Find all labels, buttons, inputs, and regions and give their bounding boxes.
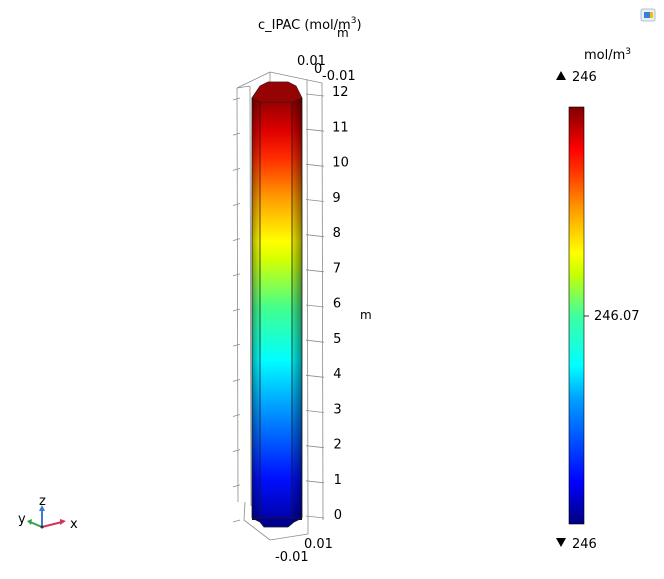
top-tick-c: -0.01 — [322, 69, 356, 84]
grid-tick — [305, 374, 325, 378]
grid-edge — [321, 82, 324, 521]
z-tick-label: 5 — [333, 332, 341, 347]
grid-tick — [305, 410, 325, 413]
z-tick-label: 8 — [333, 226, 341, 241]
bottom-tick-b: 0.01 — [304, 537, 333, 552]
grid-tick — [232, 273, 241, 277]
colorbar-max-label: 246 — [572, 70, 597, 85]
z-tick-label: 10 — [332, 156, 349, 171]
grid-tick — [232, 167, 241, 171]
grid-tick — [305, 269, 325, 273]
axis-unit-top: m — [337, 26, 349, 40]
grid-tick — [232, 238, 241, 242]
grid-tick — [232, 203, 241, 206]
colorbar-mid-label: 246.07 — [594, 309, 640, 324]
z-tick-label: 9 — [332, 191, 340, 206]
grid-tick — [232, 484, 241, 488]
grid-tick — [232, 343, 241, 347]
grid-tick — [305, 199, 325, 202]
z-tick-label: 12 — [332, 85, 349, 100]
z-tick-label: 7 — [333, 261, 341, 276]
axis-triad — [27, 505, 66, 529]
z-tick-label: 2 — [334, 438, 342, 453]
grid-tick — [305, 163, 325, 167]
grid-tick — [232, 132, 241, 136]
grid-tick — [305, 480, 325, 484]
z-tick-label: 1 — [334, 473, 342, 488]
grid-tick — [305, 445, 325, 449]
grid-tick — [232, 519, 241, 523]
grid-tick — [305, 339, 325, 343]
grid-tick — [232, 308, 241, 312]
top-tick-a: 0.01 — [297, 54, 326, 69]
colorbar — [568, 106, 585, 525]
top-tick-b: 0 — [314, 62, 322, 77]
grid-tick — [305, 304, 325, 308]
z-tick-label: 11 — [332, 120, 349, 135]
min-triangle-icon — [556, 538, 566, 547]
z-tick-label: 0 — [334, 508, 342, 523]
z-tick-label: 3 — [333, 402, 341, 417]
bottom-tick-a: -0.01 — [275, 550, 309, 565]
grid-edge — [236, 71, 271, 89]
z-tick-label: 4 — [333, 367, 341, 382]
chart-title: c_IPAC (mol/m3) — [258, 16, 362, 33]
z-tick-label: 6 — [333, 297, 341, 312]
grid-edge — [243, 519, 271, 541]
grid-tick — [232, 378, 241, 382]
colorbar-min-label: 246 — [572, 537, 597, 552]
axis-grid — [232, 71, 325, 541]
max-triangle-icon — [556, 71, 566, 80]
grid-edge — [243, 501, 246, 521]
grid-tick — [305, 93, 325, 97]
grid-edge — [236, 87, 239, 503]
column-surface — [251, 81, 303, 528]
grid-tick — [232, 449, 241, 453]
triad-z-label: z — [39, 494, 46, 509]
triad-y-label: y — [18, 512, 26, 527]
grid-tick — [232, 97, 241, 101]
colorbar-settings-icon[interactable] — [640, 8, 656, 22]
colorbar-unit: mol/m3 — [584, 47, 631, 63]
grid-tick — [305, 128, 325, 132]
grid-edge — [249, 85, 252, 507]
grid-tick — [232, 414, 241, 417]
grid-tick — [305, 515, 325, 519]
grid-edge — [306, 79, 309, 521]
grid-edge — [269, 71, 323, 84]
grid-tick — [305, 234, 325, 238]
triad-x-label: x — [70, 517, 78, 532]
grid-edge — [236, 85, 251, 89]
z-axis-unit: m — [360, 308, 372, 322]
grid-edge — [269, 533, 309, 541]
